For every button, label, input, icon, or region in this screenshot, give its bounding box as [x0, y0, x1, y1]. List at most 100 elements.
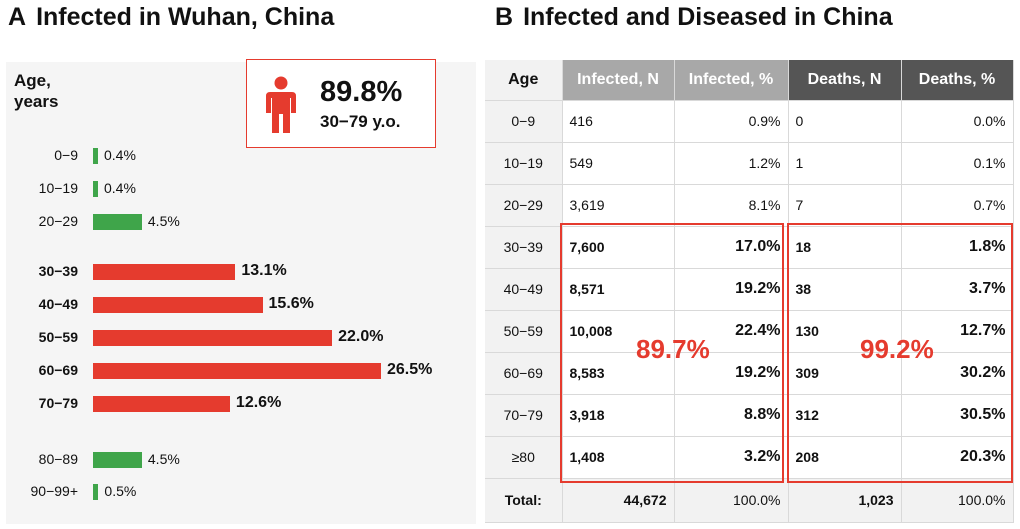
age-tick-label: 40−49 [38, 296, 78, 312]
age-bar [93, 214, 142, 230]
row-infected-pct: 17.0% [674, 226, 789, 269]
age-tick-label: 60−69 [38, 362, 78, 378]
row-deaths-pct: 12.7% [901, 310, 1014, 353]
bar-value-label: 13.1% [241, 262, 287, 279]
panel-a-title: A Infected in Wuhan, China [8, 3, 334, 32]
age-bar [93, 264, 236, 280]
row-infected-pct: 0.9% [674, 100, 789, 143]
age-bar [93, 181, 98, 197]
table-row: 10−19 549 1.2% 1 0.1% [485, 142, 1014, 185]
total-deaths-n: 1,023 [788, 478, 902, 523]
table-row: 30−39 7,600 17.0% 18 1.8% [485, 226, 1014, 269]
age-header-line2: years [14, 92, 59, 111]
row-age: 60−69 [485, 352, 563, 395]
row-deaths-n: 7 [788, 184, 902, 227]
age-bar [93, 452, 142, 468]
age-bar [93, 297, 263, 313]
bar-value-label: 12.6% [235, 394, 282, 411]
total-label: Total: [485, 478, 563, 523]
row-deaths-pct: 20.3% [901, 436, 1014, 479]
row-age: 20−29 [485, 184, 563, 227]
infected-highlight-percent: 89.7% [636, 334, 710, 364]
table-row: 50−59 10,008 22.4% 130 12.7% [485, 310, 1014, 353]
china-data-table: Age Infected, N Infected, % Deaths, N De… [485, 60, 1014, 523]
row-infected-pct: 3.2% [674, 436, 789, 479]
bar-value-label: 0.4% [104, 180, 136, 196]
age-tick-label: 20−29 [38, 213, 78, 229]
row-age: 30−39 [485, 226, 563, 269]
header-infected-n: Infected, N [562, 60, 675, 101]
row-deaths-pct: 0.7% [901, 184, 1014, 227]
panel-b-title: B Infected and Diseased in China [495, 3, 893, 32]
panel-b-letter: B [495, 3, 514, 31]
bar-value-label: 4.5% [147, 213, 180, 229]
row-deaths-n: 309 [788, 352, 902, 395]
age-bar [93, 396, 230, 412]
total-deaths-pct: 100.0% [901, 478, 1014, 523]
age-tick-label: 0−9 [54, 147, 78, 163]
row-deaths-pct: 1.8% [901, 226, 1014, 269]
table-row: ≥80 1,408 3.2% 208 20.3% [485, 436, 1014, 479]
row-infected-n: 1,408 [562, 436, 675, 479]
infected-highlight-box [560, 223, 784, 483]
bar-value-label: 15.6% [268, 295, 314, 312]
row-deaths-n: 38 [788, 268, 902, 311]
row-infected-n: 416 [562, 100, 675, 143]
deaths-highlight-percent: 99.2% [860, 334, 934, 364]
row-infected-n: 8,583 [562, 352, 675, 395]
deaths-highlight-box [787, 223, 1013, 483]
total-infected-pct: 100.0% [674, 478, 789, 523]
row-infected-pct: 22.4% [674, 310, 789, 353]
age-bar [93, 330, 333, 346]
row-deaths-pct: 3.7% [901, 268, 1014, 311]
row-infected-pct: 8.8% [674, 394, 789, 437]
row-infected-n: 8,571 [562, 268, 675, 311]
row-deaths-n: 312 [788, 394, 902, 437]
table-row: 20−29 3,619 8.1% 7 0.7% [485, 184, 1014, 227]
row-deaths-pct: 0.1% [901, 142, 1014, 185]
age-tick-label: 70−79 [38, 395, 78, 411]
table-row: 70−79 3,918 8.8% 312 30.5% [485, 394, 1014, 437]
row-deaths-pct: 0.0% [901, 100, 1014, 143]
age-tick-label: 10−19 [38, 180, 78, 196]
row-deaths-pct: 30.2% [901, 352, 1014, 395]
row-age: 0−9 [485, 100, 563, 143]
age-bar [93, 484, 99, 500]
panel-b-title-text: Infected and Diseased in China [523, 3, 893, 31]
row-infected-pct: 1.2% [674, 142, 789, 185]
callout-percent: 89.8% [320, 76, 403, 108]
total-row: Total: 44,672 100.0% 1,023 100.0% [485, 478, 1014, 523]
header-deaths-n: Deaths, N [788, 60, 902, 101]
panel-a-letter: A [8, 3, 27, 31]
row-age: 10−19 [485, 142, 563, 185]
age-tick-label: 80−89 [38, 451, 78, 467]
header-age: Age [485, 60, 563, 101]
total-infected-n: 44,672 [562, 478, 675, 523]
bar-value-label: 26.5% [387, 361, 433, 378]
age-bar [93, 148, 98, 164]
panel-a-title-text: Infected in Wuhan, China [36, 3, 335, 31]
row-infected-pct: 19.2% [674, 352, 789, 395]
row-infected-n: 549 [562, 142, 675, 185]
header-deaths-pct: Deaths, % [901, 60, 1014, 101]
bar-value-label: 4.5% [147, 451, 180, 467]
row-infected-n: 3,619 [562, 184, 675, 227]
header-infected-pct: Infected, % [674, 60, 789, 101]
bar-value-label: 0.4% [104, 147, 136, 163]
bar-value-label: 0.5% [104, 483, 137, 499]
row-deaths-pct: 30.5% [901, 394, 1014, 437]
row-deaths-n: 208 [788, 436, 902, 479]
row-infected-n: 10,008 [562, 310, 675, 353]
row-infected-pct: 8.1% [674, 184, 789, 227]
row-infected-pct: 19.2% [674, 268, 789, 311]
row-age: 50−59 [485, 310, 563, 353]
age-tick-label: 50−59 [38, 329, 78, 345]
row-age: ≥80 [485, 436, 563, 479]
table-row: 0−9 416 0.9% 0 0.0% [485, 100, 1014, 143]
row-age: 70−79 [485, 394, 563, 437]
table-row: 60−69 8,583 19.2% 309 30.2% [485, 352, 1014, 395]
age-header-line1: Age, [14, 71, 51, 90]
callout-range: 30−79 y.o. [320, 112, 401, 131]
row-deaths-n: 0 [788, 100, 902, 143]
age-tick-label: 30−39 [38, 263, 78, 279]
